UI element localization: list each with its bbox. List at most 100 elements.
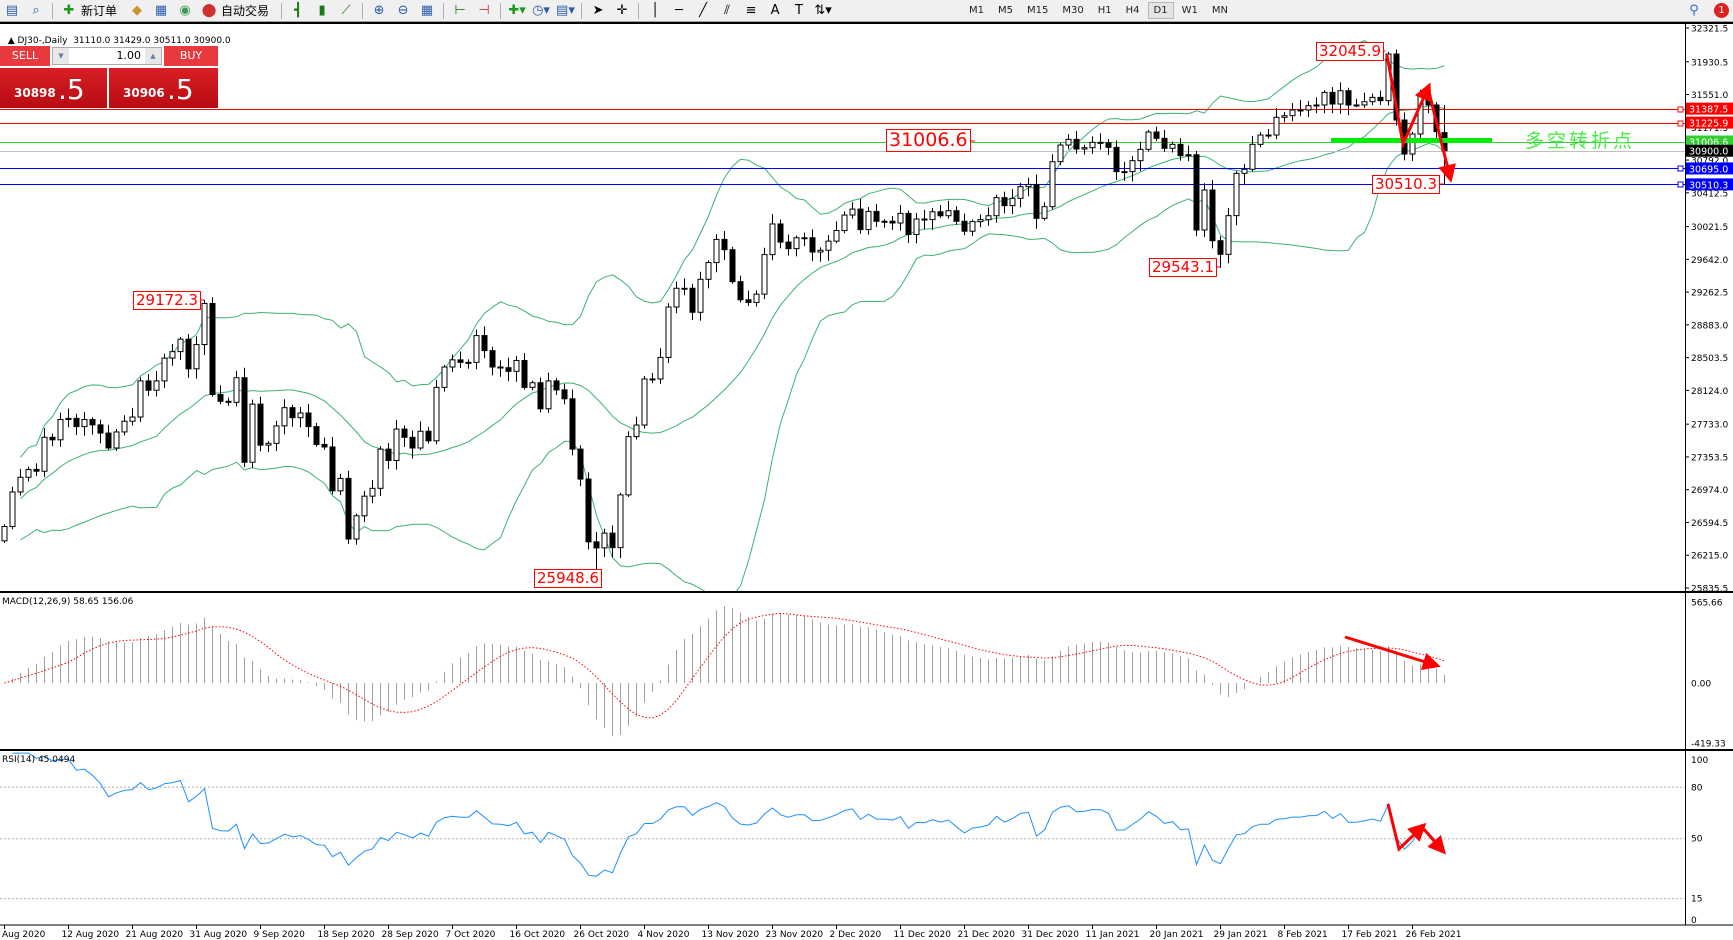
lot-decrease-icon[interactable]: ▼ [53,48,69,64]
fibonacci-icon[interactable]: ≡ [745,2,757,18]
periods-icon[interactable]: ◷▾ [532,2,550,18]
new-order-icon[interactable]: ✚ [63,2,75,18]
chart-background [0,22,1733,940]
new-order-button[interactable]: 新订单 [81,4,118,18]
timeframe-h1[interactable]: H1 [1097,5,1112,16]
zoom-in-icon[interactable]: ⊕ [373,2,385,18]
candle-bullish [641,378,648,426]
candlestick-icon[interactable]: ▮ [318,2,326,18]
candle-bullish [713,238,720,264]
price-label-low-30510[interactable]: 30510.3 [1372,175,1441,194]
toolbar-divider [52,2,53,19]
new-chart-icon[interactable]: ▤ [5,2,19,18]
candle-bearish [889,220,896,224]
rsi-tick-label: 15 [1691,895,1702,905]
candle-bullish [177,338,184,353]
price-tag-bg [1686,162,1733,175]
line-chart-icon[interactable]: ⟋ [341,2,351,18]
timeframe-m5[interactable]: M5 [998,5,1013,16]
buy-button[interactable]: BUY [164,46,218,66]
timeframe-mn[interactable]: MN [1211,5,1228,16]
cursor-icon[interactable]: ➤ [592,2,604,18]
macd-divergence-arrow [1344,635,1441,671]
candle-bullish [945,210,952,217]
date-label: 13 Nov 2020 [702,930,760,940]
horizontal-line-icon[interactable]: ─ [675,2,683,18]
timeframe-m1[interactable]: M1 [969,5,984,16]
auto-trading-icon[interactable]: ⬤ [201,2,217,18]
date-label: 28 Sep 2020 [382,930,439,940]
timeframe-w1[interactable]: W1 [1181,5,1198,16]
one-click-trading-panel: SELL ▼ 1.00 ▲ BUY 30898 .5 30906 .5 [0,46,218,108]
macd-label: MACD(12,26,9) 58.65 156.06 [2,597,134,607]
search-icon[interactable]: ⚲ [1689,2,1699,18]
vertical-line-icon[interactable]: │ [651,2,659,18]
arrows-icon[interactable]: ⇅▾ [814,2,832,18]
price-label-high-29172[interactable]: 29172.3 [133,291,202,310]
bar-chart-icon[interactable]: ┫ [294,2,302,18]
price-tick-label: 32321.5 [1691,25,1728,35]
lot-size-input[interactable]: ▼ 1.00 ▲ [52,47,162,65]
indicators-icon[interactable]: ✚▾ [508,2,526,18]
price-label-high-32045[interactable]: 32045.9 [1316,42,1385,61]
collapse-triangle-icon[interactable]: ▲ [7,36,18,46]
candle-bullish [25,468,32,478]
sell-price-button[interactable]: 30898 .5 [0,68,107,108]
auto-trading-button[interactable]: 自动交易 [221,4,270,18]
date-label: 8 Feb 2021 [1278,930,1328,940]
notification-icon[interactable]: 1 [1714,3,1729,18]
candles [1,49,1448,579]
date-label: Aug 2020 [2,930,46,940]
timeframe-m15[interactable]: M15 [1027,5,1049,16]
trendline-icon[interactable]: ╱ [699,2,707,18]
price-tick-label: 26974.0 [1691,486,1728,496]
candle-bullish [1281,115,1288,118]
price-axis: 32321.5 31930.5 31551.0 31171.5 30792.0 30412… [1685,25,1733,926]
candle-bullish [1273,116,1280,136]
channel-icon[interactable]: ⫽ [724,2,730,18]
turning-point-text[interactable]: 多空转折点 [1525,130,1636,152]
crosshair-icon[interactable]: ✛ [616,2,628,18]
templates-icon[interactable]: ▤▾ [556,2,575,18]
toolbar-divider [443,2,445,19]
candle-bullish [65,417,72,421]
candle-bearish [97,424,104,434]
timeframe-h4[interactable]: H4 [1125,5,1140,16]
timeframe-m30[interactable]: M30 [1062,5,1084,16]
autoscroll-icon[interactable]: ⊢ [454,2,466,18]
date-label: 18 Sep 2020 [318,930,375,940]
tile-windows-icon[interactable]: ▦ [420,2,434,18]
chart-shift-icon[interactable]: ⊣ [478,2,490,18]
text-label-icon[interactable]: T [795,2,803,18]
candle-bullish [969,221,976,232]
candle-bearish [737,281,744,301]
market-watch-icon[interactable]: ◆ [132,2,143,18]
candle-bullish [1353,104,1360,107]
lot-increase-icon[interactable]: ▲ [145,48,161,64]
price-label-low-25948[interactable]: 25948.6 [534,569,603,588]
rsi-tick-label: 100 [1691,756,1708,766]
candle-bearish [313,426,320,445]
sell-button[interactable]: SELL [0,46,50,66]
signals-icon[interactable]: ◉ [179,2,191,18]
candle-bearish [345,477,352,540]
date-axis: Aug 2020 12 Aug 2020 21 Aug 2020 31 Aug 202… [2,925,1462,940]
candle-bullish [1305,105,1312,111]
profiles-icon[interactable]: ⌕ [32,2,40,18]
candle-bullish [233,377,240,403]
price-tick-label: 30792.0 [1691,157,1728,167]
candle-bullish [417,430,424,449]
text-icon[interactable]: A [770,2,780,18]
price-tick-label: 28124.0 [1691,387,1728,397]
buy-price-button[interactable]: 30906 .5 [109,68,218,108]
timeframe-d1[interactable]: D1 [1147,2,1174,19]
zoom-out-icon[interactable]: ⊖ [397,2,409,18]
candle-bullish [1129,160,1136,173]
lot-size-value[interactable]: 1.00 [116,49,142,62]
navigator-icon[interactable]: ▦ [154,2,168,18]
price-label-low-29543[interactable]: 29543.1 [1149,258,1218,277]
price-label-31006[interactable]: 31006.6 [886,129,971,152]
candle-bearish [569,398,576,450]
candle-bullish [1361,101,1368,106]
